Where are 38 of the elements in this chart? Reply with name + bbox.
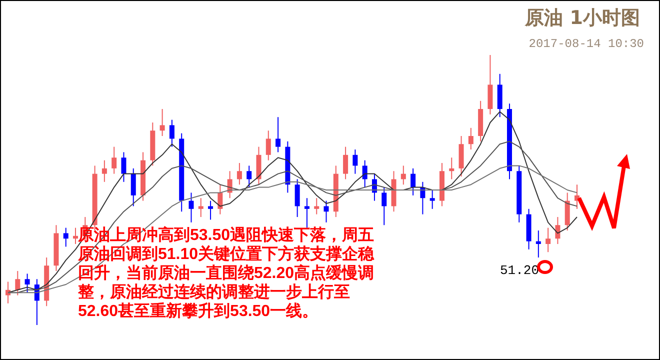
candlestick xyxy=(314,198,320,215)
candlestick xyxy=(63,227,68,248)
candlestick xyxy=(294,178,300,218)
candlestick xyxy=(130,168,136,207)
candlestick xyxy=(449,157,454,180)
chart-subtitle: 2017-08-14 10:30 xyxy=(528,37,644,51)
candlestick xyxy=(208,200,214,220)
candlestick xyxy=(304,198,310,228)
candlestick xyxy=(343,146,348,180)
candlestick xyxy=(430,190,435,210)
candlestick xyxy=(410,168,416,196)
candlestick xyxy=(400,165,406,186)
candlestick xyxy=(160,108,165,136)
candlestick xyxy=(266,130,271,161)
candlestick xyxy=(246,165,252,188)
candlestick xyxy=(169,119,174,148)
candlestick xyxy=(24,273,30,294)
candlestick xyxy=(324,200,329,223)
annotation: 51.20 xyxy=(500,263,540,278)
candlestick xyxy=(73,227,78,244)
candlestick xyxy=(276,116,281,153)
candlestick xyxy=(188,192,194,223)
candlestick xyxy=(236,162,242,186)
chart-title: 原油 1小时图 xyxy=(524,7,640,29)
candlestick xyxy=(112,146,117,174)
candlestick xyxy=(352,149,358,174)
candlestick xyxy=(546,227,551,253)
candlestick xyxy=(382,186,387,226)
candlestick xyxy=(198,198,204,218)
candlestick xyxy=(536,230,541,258)
candlestick xyxy=(362,160,368,188)
candlestick xyxy=(555,216,560,244)
candlestick xyxy=(6,281,10,304)
candlestick xyxy=(468,127,474,150)
candlestick xyxy=(218,184,223,215)
candlestick xyxy=(121,152,126,182)
candlestick xyxy=(15,270,20,296)
candlestick xyxy=(102,160,107,182)
